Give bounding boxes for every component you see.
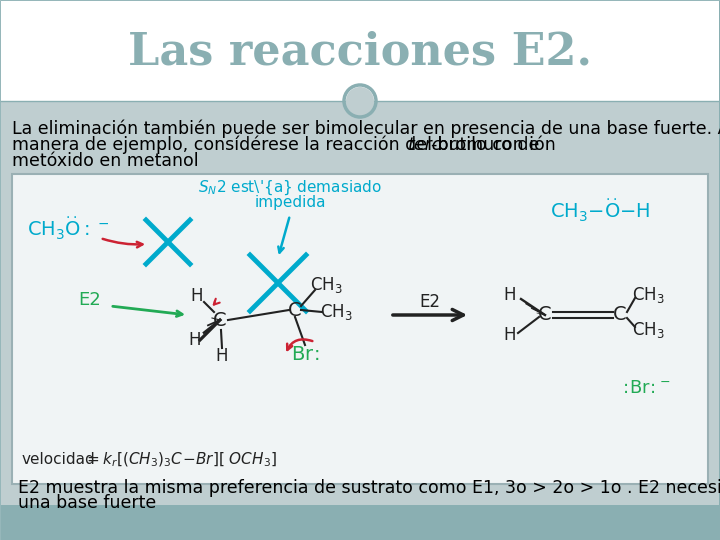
Text: $\mathregular{Br\!:}$: $\mathregular{Br\!:}$ [291, 346, 319, 365]
Text: $\mathregular{:\!Br\!:^{-}}$: $\mathregular{:\!Br\!:^{-}}$ [619, 379, 671, 397]
Text: impedida: impedida [254, 195, 325, 211]
Text: H: H [189, 331, 202, 349]
Text: H: H [191, 287, 203, 305]
Text: $\mathregular{CH_3}$: $\mathregular{CH_3}$ [632, 285, 665, 305]
Text: -butilo con ión: -butilo con ión [431, 136, 556, 154]
Text: terc: terc [408, 136, 442, 154]
Text: Las reacciones E2.: Las reacciones E2. [128, 30, 592, 73]
FancyBboxPatch shape [12, 174, 708, 484]
Text: C: C [538, 306, 552, 325]
FancyBboxPatch shape [1, 1, 719, 101]
Text: $\mathregular{CH_3{-}\overset{..}{O}{-}H}$: $\mathregular{CH_3{-}\overset{..}{O}{-}H… [550, 197, 650, 224]
Text: $S_N2$ est\'{a} demasiado: $S_N2$ est\'{a} demasiado [198, 179, 382, 197]
Text: $= k_r[(CH_3)_3C\!-\!Br][\  OCH_3]$: $= k_r[(CH_3)_3C\!-\!Br][\ OCH_3]$ [84, 451, 277, 469]
Text: $\mathregular{CH_3}$: $\mathregular{CH_3}$ [320, 302, 353, 322]
Text: velocidad: velocidad [22, 453, 96, 468]
Text: H: H [216, 347, 228, 365]
Text: C: C [613, 306, 627, 325]
Text: E2: E2 [420, 293, 441, 311]
Text: una base fuerte: una base fuerte [18, 494, 156, 512]
Text: H: H [504, 326, 516, 344]
Text: La eliminación también puede ser bimolecular en presencia de una base fuerte. A: La eliminación también puede ser bimolec… [12, 120, 720, 138]
Text: metóxido en metanol: metóxido en metanol [12, 152, 199, 170]
Text: C: C [213, 310, 227, 329]
Text: E2: E2 [78, 291, 102, 309]
Text: H: H [504, 286, 516, 304]
Text: $\mathregular{CH_3\overset{..}{O}:^-}$: $\mathregular{CH_3\overset{..}{O}:^-}$ [27, 214, 109, 241]
Text: manera de ejemplo, consídérese la reacción del bromuro de: manera de ejemplo, consídérese la reacci… [12, 136, 545, 154]
Circle shape [346, 87, 374, 115]
FancyBboxPatch shape [1, 101, 719, 505]
Text: C: C [288, 300, 302, 320]
Text: $\mathregular{CH_3}$: $\mathregular{CH_3}$ [632, 320, 665, 340]
Text: E2 muestra la misma preferencia de sustrato como E1, 3o > 2o > 1o . E2 necesita: E2 muestra la misma preferencia de sustr… [18, 479, 720, 497]
Text: $\mathregular{CH_3}$: $\mathregular{CH_3}$ [310, 275, 343, 295]
FancyBboxPatch shape [1, 505, 719, 539]
